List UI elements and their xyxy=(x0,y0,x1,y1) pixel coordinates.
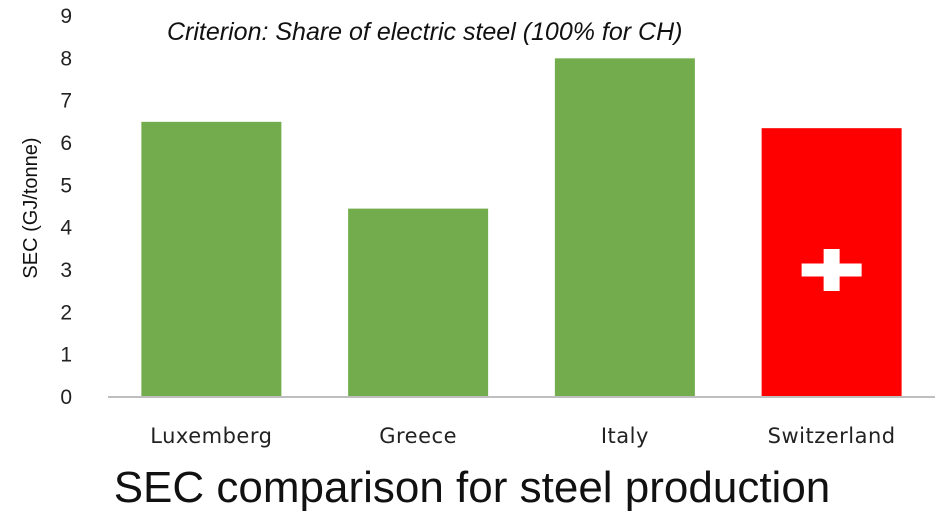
y-tick-label: 9 xyxy=(60,5,72,28)
y-tick-label: 7 xyxy=(60,90,72,113)
y-tick-label: 8 xyxy=(60,47,72,70)
x-tick-label: Greece xyxy=(379,424,457,448)
y-tick-label: 4 xyxy=(60,217,72,240)
bar-luxemberg xyxy=(141,121,282,397)
x-axis-categories: Luxemberg Greece Italy Switzerland xyxy=(150,424,895,448)
y-tick-label: 6 xyxy=(60,132,72,155)
chart-annotation: Criterion: Share of electric steel (100%… xyxy=(167,18,682,46)
swiss-cross-vertical xyxy=(823,249,840,291)
x-tick-label: Italy xyxy=(601,424,649,448)
bar-greece xyxy=(348,208,489,397)
y-axis-label: SEC (GJ/tonne) xyxy=(20,137,42,278)
chart-caption: SEC comparison for steel production xyxy=(114,463,831,512)
y-tick-label: 1 xyxy=(60,344,72,367)
x-tick-label: Luxemberg xyxy=(150,424,272,448)
y-tick-label: 0 xyxy=(60,386,72,409)
bar-italy xyxy=(554,58,695,397)
y-axis-ticks: 0 1 2 3 4 5 6 7 8 9 xyxy=(60,5,72,409)
x-tick-label: Switzerland xyxy=(768,424,896,448)
y-tick-label: 5 xyxy=(60,174,72,197)
swiss-cross-icon xyxy=(801,249,862,291)
y-tick-label: 3 xyxy=(60,259,72,282)
bars xyxy=(141,58,902,397)
y-tick-label: 2 xyxy=(60,301,72,324)
